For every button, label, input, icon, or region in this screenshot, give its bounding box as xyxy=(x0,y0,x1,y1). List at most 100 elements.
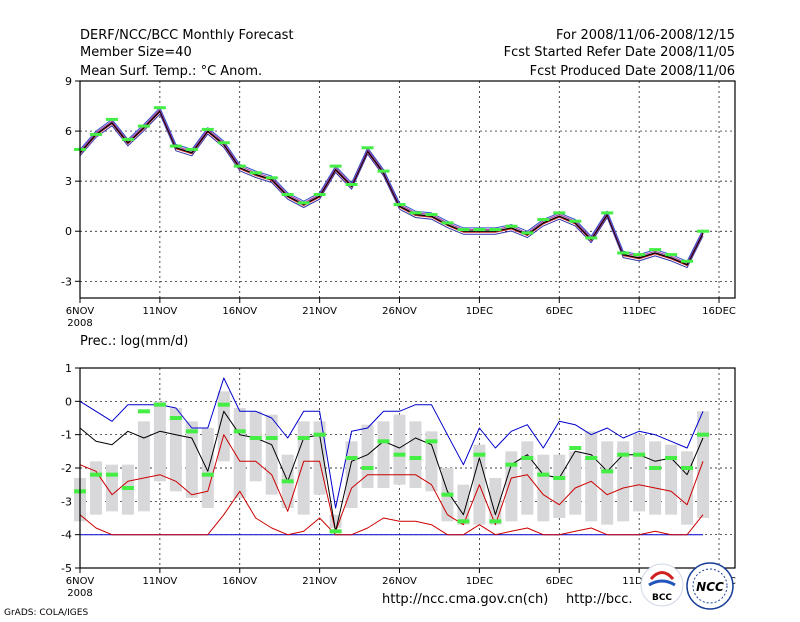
temp-xtick-label: 21NOV xyxy=(302,306,337,317)
prec-marker xyxy=(521,456,534,460)
ncc-logo-globe-icon xyxy=(692,568,728,604)
prec-marker xyxy=(201,472,214,477)
ncc-logo: NCC xyxy=(686,562,734,610)
prec-box xyxy=(537,454,550,522)
temp-mean-marker xyxy=(649,248,662,252)
prec-marker xyxy=(553,476,566,480)
temp-mean-marker xyxy=(409,211,422,215)
temp-mean-marker xyxy=(601,211,614,215)
prec-marker xyxy=(89,472,102,477)
temp-mean-marker xyxy=(297,201,310,205)
temp-mean-marker xyxy=(457,228,470,232)
prec-box xyxy=(169,408,182,492)
temp-mean-marker xyxy=(201,127,214,131)
ncc-logo-text: NCC xyxy=(696,580,724,594)
temp-mean-marker xyxy=(329,164,342,168)
prec-ytick-label: 1 xyxy=(65,362,72,375)
prec-frame xyxy=(79,367,736,569)
prec-box xyxy=(617,441,630,522)
prec-median-line xyxy=(79,410,704,532)
temp-mean-marker xyxy=(121,137,134,141)
temp-ytick-label: 9 xyxy=(65,75,72,88)
prec-xtick-label: 26NOV xyxy=(382,576,417,587)
prec-marker xyxy=(137,409,150,414)
prec-box xyxy=(265,414,278,495)
temp-mean-marker xyxy=(521,231,534,235)
temp-member-line xyxy=(79,113,704,269)
prec-marker xyxy=(697,432,710,437)
prec-box xyxy=(409,421,422,488)
prec-marker xyxy=(329,529,342,534)
prec-marker xyxy=(409,456,422,460)
prec-ytick-label: -3 xyxy=(61,495,72,508)
prec-box xyxy=(153,401,166,482)
temp-xtick-label: 11NOV xyxy=(143,306,178,317)
bcc-logo: BCC xyxy=(640,563,684,607)
bcc-url-link[interactable]: http://bcc. xyxy=(566,592,633,607)
prec-marker xyxy=(265,436,278,440)
prec-marker xyxy=(233,429,246,434)
temp-mean-marker xyxy=(425,213,438,217)
prec-marker xyxy=(473,452,486,457)
temp-mean-marker xyxy=(249,171,262,175)
prec-xtick-label: 11DEC xyxy=(622,576,656,587)
temp-mean-marker xyxy=(505,224,518,228)
prec-marker xyxy=(489,519,502,524)
prec-marker xyxy=(153,402,166,407)
prec-box xyxy=(681,451,694,525)
temp-mean-marker xyxy=(153,106,166,110)
ncc-url-link[interactable]: http://ncc.cma.gov.cn(ch) xyxy=(382,592,548,607)
prec-xtick-label: 16NOV xyxy=(222,576,257,587)
temp-mean-marker xyxy=(537,218,550,222)
temp-mean-marker xyxy=(137,124,150,128)
header-title-line1: DERF/NCC/BCC Monthly Forecast xyxy=(80,28,294,43)
prec-ytick-label: 0 xyxy=(65,395,72,408)
prec-marker xyxy=(681,466,694,470)
prec-box xyxy=(489,478,502,525)
prec-marker xyxy=(457,519,470,524)
prec-marker xyxy=(169,416,182,420)
prec-year-label: 2008 xyxy=(67,588,92,599)
prec-lower-line xyxy=(79,434,704,532)
prec-xtick-label: 21NOV xyxy=(302,576,337,587)
temp-mean-marker xyxy=(345,182,358,186)
temp-frame xyxy=(79,80,736,299)
temp-mean-marker xyxy=(89,132,102,136)
prec-marker xyxy=(537,472,550,477)
bcc-logo-text: BCC xyxy=(652,593,672,603)
bcc-logo-disc xyxy=(640,563,684,607)
prec-box xyxy=(201,428,214,508)
prec-box xyxy=(585,431,598,522)
prec-marker xyxy=(345,456,358,460)
temp-mean-marker xyxy=(489,228,502,232)
prec-box xyxy=(521,441,534,515)
prec-marker xyxy=(377,439,390,444)
prec-min-line xyxy=(79,490,704,536)
prec-box xyxy=(569,451,582,515)
temp-mean-marker xyxy=(217,141,230,145)
temp-xtick-label: 1DEC xyxy=(466,306,493,317)
temp-ytick-label: 0 xyxy=(65,225,72,238)
prec-ytick-label: -5 xyxy=(61,562,72,575)
prec-marker xyxy=(649,466,662,470)
temp-mean-marker xyxy=(105,117,118,121)
prec-ytick-label: -1 xyxy=(61,429,72,442)
prec-marker xyxy=(665,456,678,460)
temp-ytick-label: -3 xyxy=(61,275,72,288)
temperature-panel: 9 6 3 0 -3 6NOV 11NOV 16NOV 21NOV 26NOV 1DEC 6DEC 11… xyxy=(61,75,736,329)
temp-xtick-label: 6NOV xyxy=(66,306,95,317)
grads-credit: GrADS: COLA/IGES xyxy=(4,608,88,618)
temp-mean-marker xyxy=(569,219,582,223)
temp-mean-marker xyxy=(265,176,278,180)
prec-marker xyxy=(617,452,630,457)
temp-ytick-label: 3 xyxy=(65,175,72,188)
temp-year-label: 2008 xyxy=(67,318,92,329)
temp-mean-marker xyxy=(169,144,182,148)
temp-mean-marker xyxy=(473,228,486,232)
prec-marker xyxy=(569,446,582,450)
prec-marker xyxy=(633,452,646,457)
prec-marker xyxy=(393,452,406,457)
prec-marker xyxy=(585,456,598,460)
